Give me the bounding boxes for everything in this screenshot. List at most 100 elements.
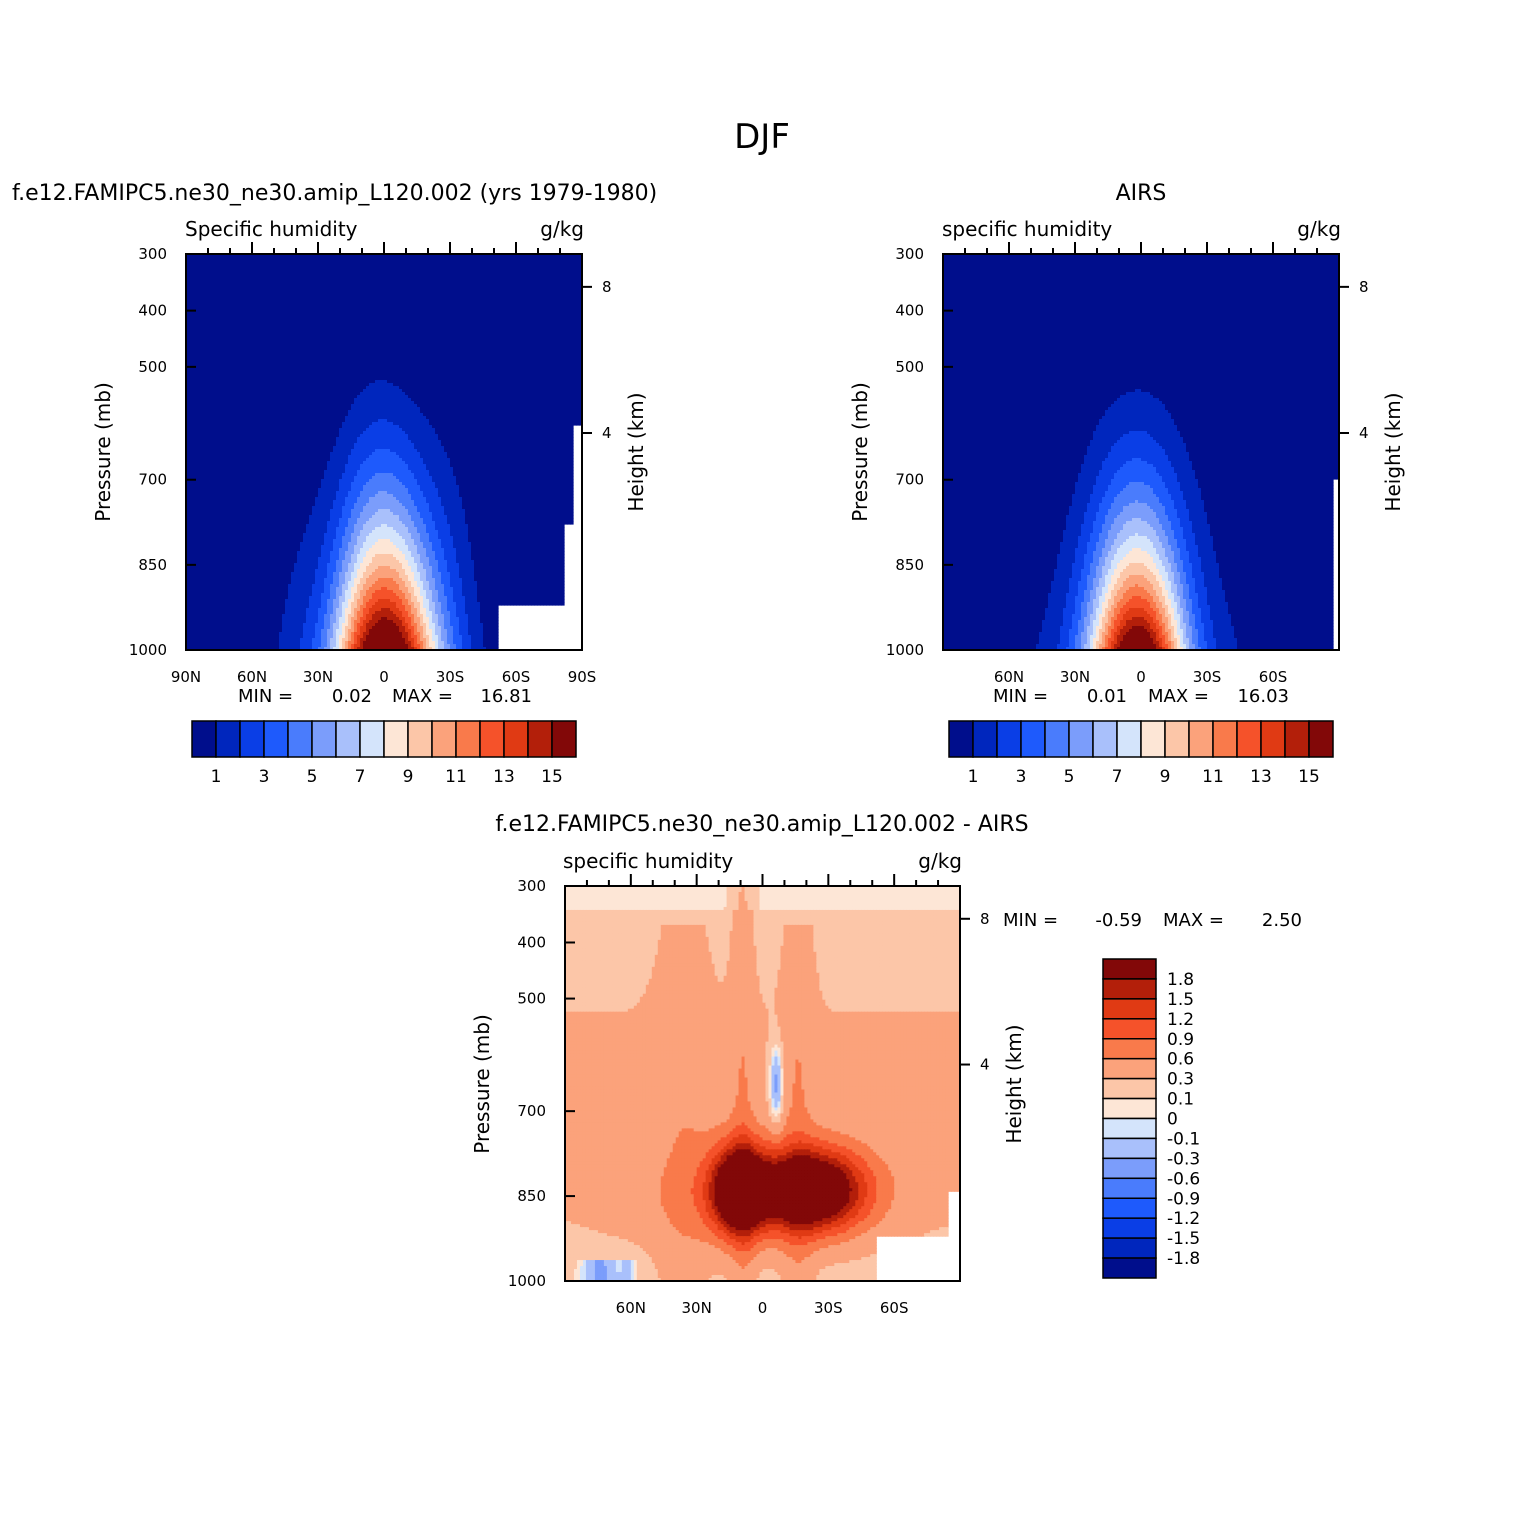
panel-model-cell (258, 275, 262, 279)
panel-model-cell (294, 293, 298, 297)
panel-model-cell (273, 311, 277, 315)
panel-model-cell (216, 266, 220, 270)
panel-model-cell (249, 314, 253, 318)
panel-model-cell (471, 257, 475, 261)
panel-model-cell (408, 278, 412, 282)
panel-model-cell (318, 257, 322, 261)
panel-model-cell (198, 281, 202, 285)
panel-model-cell (555, 266, 559, 270)
panel-model-cell (486, 266, 490, 270)
panel-model-cell (570, 290, 574, 294)
panel-model-cell (372, 278, 376, 282)
panel-model-cell (366, 314, 370, 318)
panel-model-cell (273, 296, 277, 300)
panel-model-cell (390, 293, 394, 297)
panel-model-cell (483, 311, 487, 315)
panel-model-cell (558, 284, 562, 288)
panel-model-cell (429, 275, 433, 279)
panel-model-cell (252, 311, 256, 315)
panel-model-cell (576, 308, 580, 312)
panel-model-cell (522, 299, 526, 303)
panel-model-cell (354, 272, 358, 276)
panel-model-cell (387, 254, 391, 258)
panel-model-cell (570, 257, 574, 261)
panel-model-cell (477, 293, 481, 297)
panel-model-cell (351, 311, 355, 315)
panel-model-cell (219, 260, 223, 264)
panel-model-cell (363, 257, 367, 261)
panel-model-cell (546, 290, 550, 294)
panel-model-cell (213, 284, 217, 288)
panel-model-cell (252, 266, 256, 270)
panel-model-cell (318, 266, 322, 270)
panel-model-cell (540, 281, 544, 285)
panel-model-cell (504, 257, 508, 261)
panel-model-cell (297, 257, 301, 261)
panel-model-cell (438, 254, 442, 258)
panel-model-cell (405, 260, 409, 264)
panel-model-cell (471, 287, 475, 291)
panel-model-cell (429, 278, 433, 282)
panel-model-cell (234, 266, 238, 270)
panel-model-cell (204, 272, 208, 276)
panel-model-cell (486, 302, 490, 306)
panel-model-cell (315, 293, 319, 297)
panel-model-cell (408, 260, 412, 264)
panel-model-cell (417, 296, 421, 300)
panel-model-cell (354, 257, 358, 261)
panel-model-cell (303, 314, 307, 318)
panel-model-cell (528, 293, 532, 297)
panel-model-cell (348, 284, 352, 288)
panel-model-cell (396, 305, 400, 309)
panel-model-cell (432, 272, 436, 276)
panel-model-cell (447, 275, 451, 279)
panel-model-cell (303, 260, 307, 264)
panel-model-cell (201, 281, 205, 285)
panel-model-cell (390, 308, 394, 312)
panel-model-cell (414, 290, 418, 294)
panel-model-cell (342, 299, 346, 303)
panel-model-cell (363, 305, 367, 309)
panel-model-cell (411, 314, 415, 318)
panel-model-cell (510, 281, 514, 285)
panel-model-cell (447, 308, 451, 312)
panel-model-cell (225, 266, 229, 270)
panel-model-cell (462, 287, 466, 291)
panel-model-cell (456, 254, 460, 258)
panel-model-cell (318, 305, 322, 309)
panel-model-cell (381, 275, 385, 279)
panel-model-cell (375, 257, 379, 261)
panel-model-cell (249, 299, 253, 303)
panel-model-cell (501, 308, 505, 312)
panel-model-cell (189, 266, 193, 270)
panel-model-cell (387, 260, 391, 264)
panel-model-cell (234, 299, 238, 303)
panel-model-cell (438, 299, 442, 303)
panel-model-cell (261, 281, 265, 285)
panel-model-cell (228, 305, 232, 309)
panel-model-cell (468, 266, 472, 270)
panel-model-cell (294, 275, 298, 279)
panel-model-cell (258, 296, 262, 300)
panel-model-cell (537, 254, 541, 258)
panel-model-cell (222, 293, 226, 297)
panel-model-cell (228, 302, 232, 306)
panel-model-cell (393, 305, 397, 309)
panel-model-cell (360, 299, 364, 303)
panel-model-cell (309, 296, 313, 300)
panel-model-cell (528, 302, 532, 306)
panel-model-cell (249, 278, 253, 282)
panel-model-cell (225, 254, 229, 258)
panel-model-cell (489, 311, 493, 315)
panel-model-cell (381, 296, 385, 300)
panel-model-cell (264, 302, 268, 306)
panel-model-cell (579, 296, 582, 300)
panel-model-cell (525, 269, 529, 273)
panel-model-cell (243, 263, 247, 267)
panel-model-cell (549, 269, 553, 273)
panel-model-cell (570, 305, 574, 309)
panel-model-cell (360, 290, 364, 294)
panel-model-cell (504, 305, 508, 309)
panel-model-cell (450, 266, 454, 270)
panel-model-cell (480, 278, 484, 282)
